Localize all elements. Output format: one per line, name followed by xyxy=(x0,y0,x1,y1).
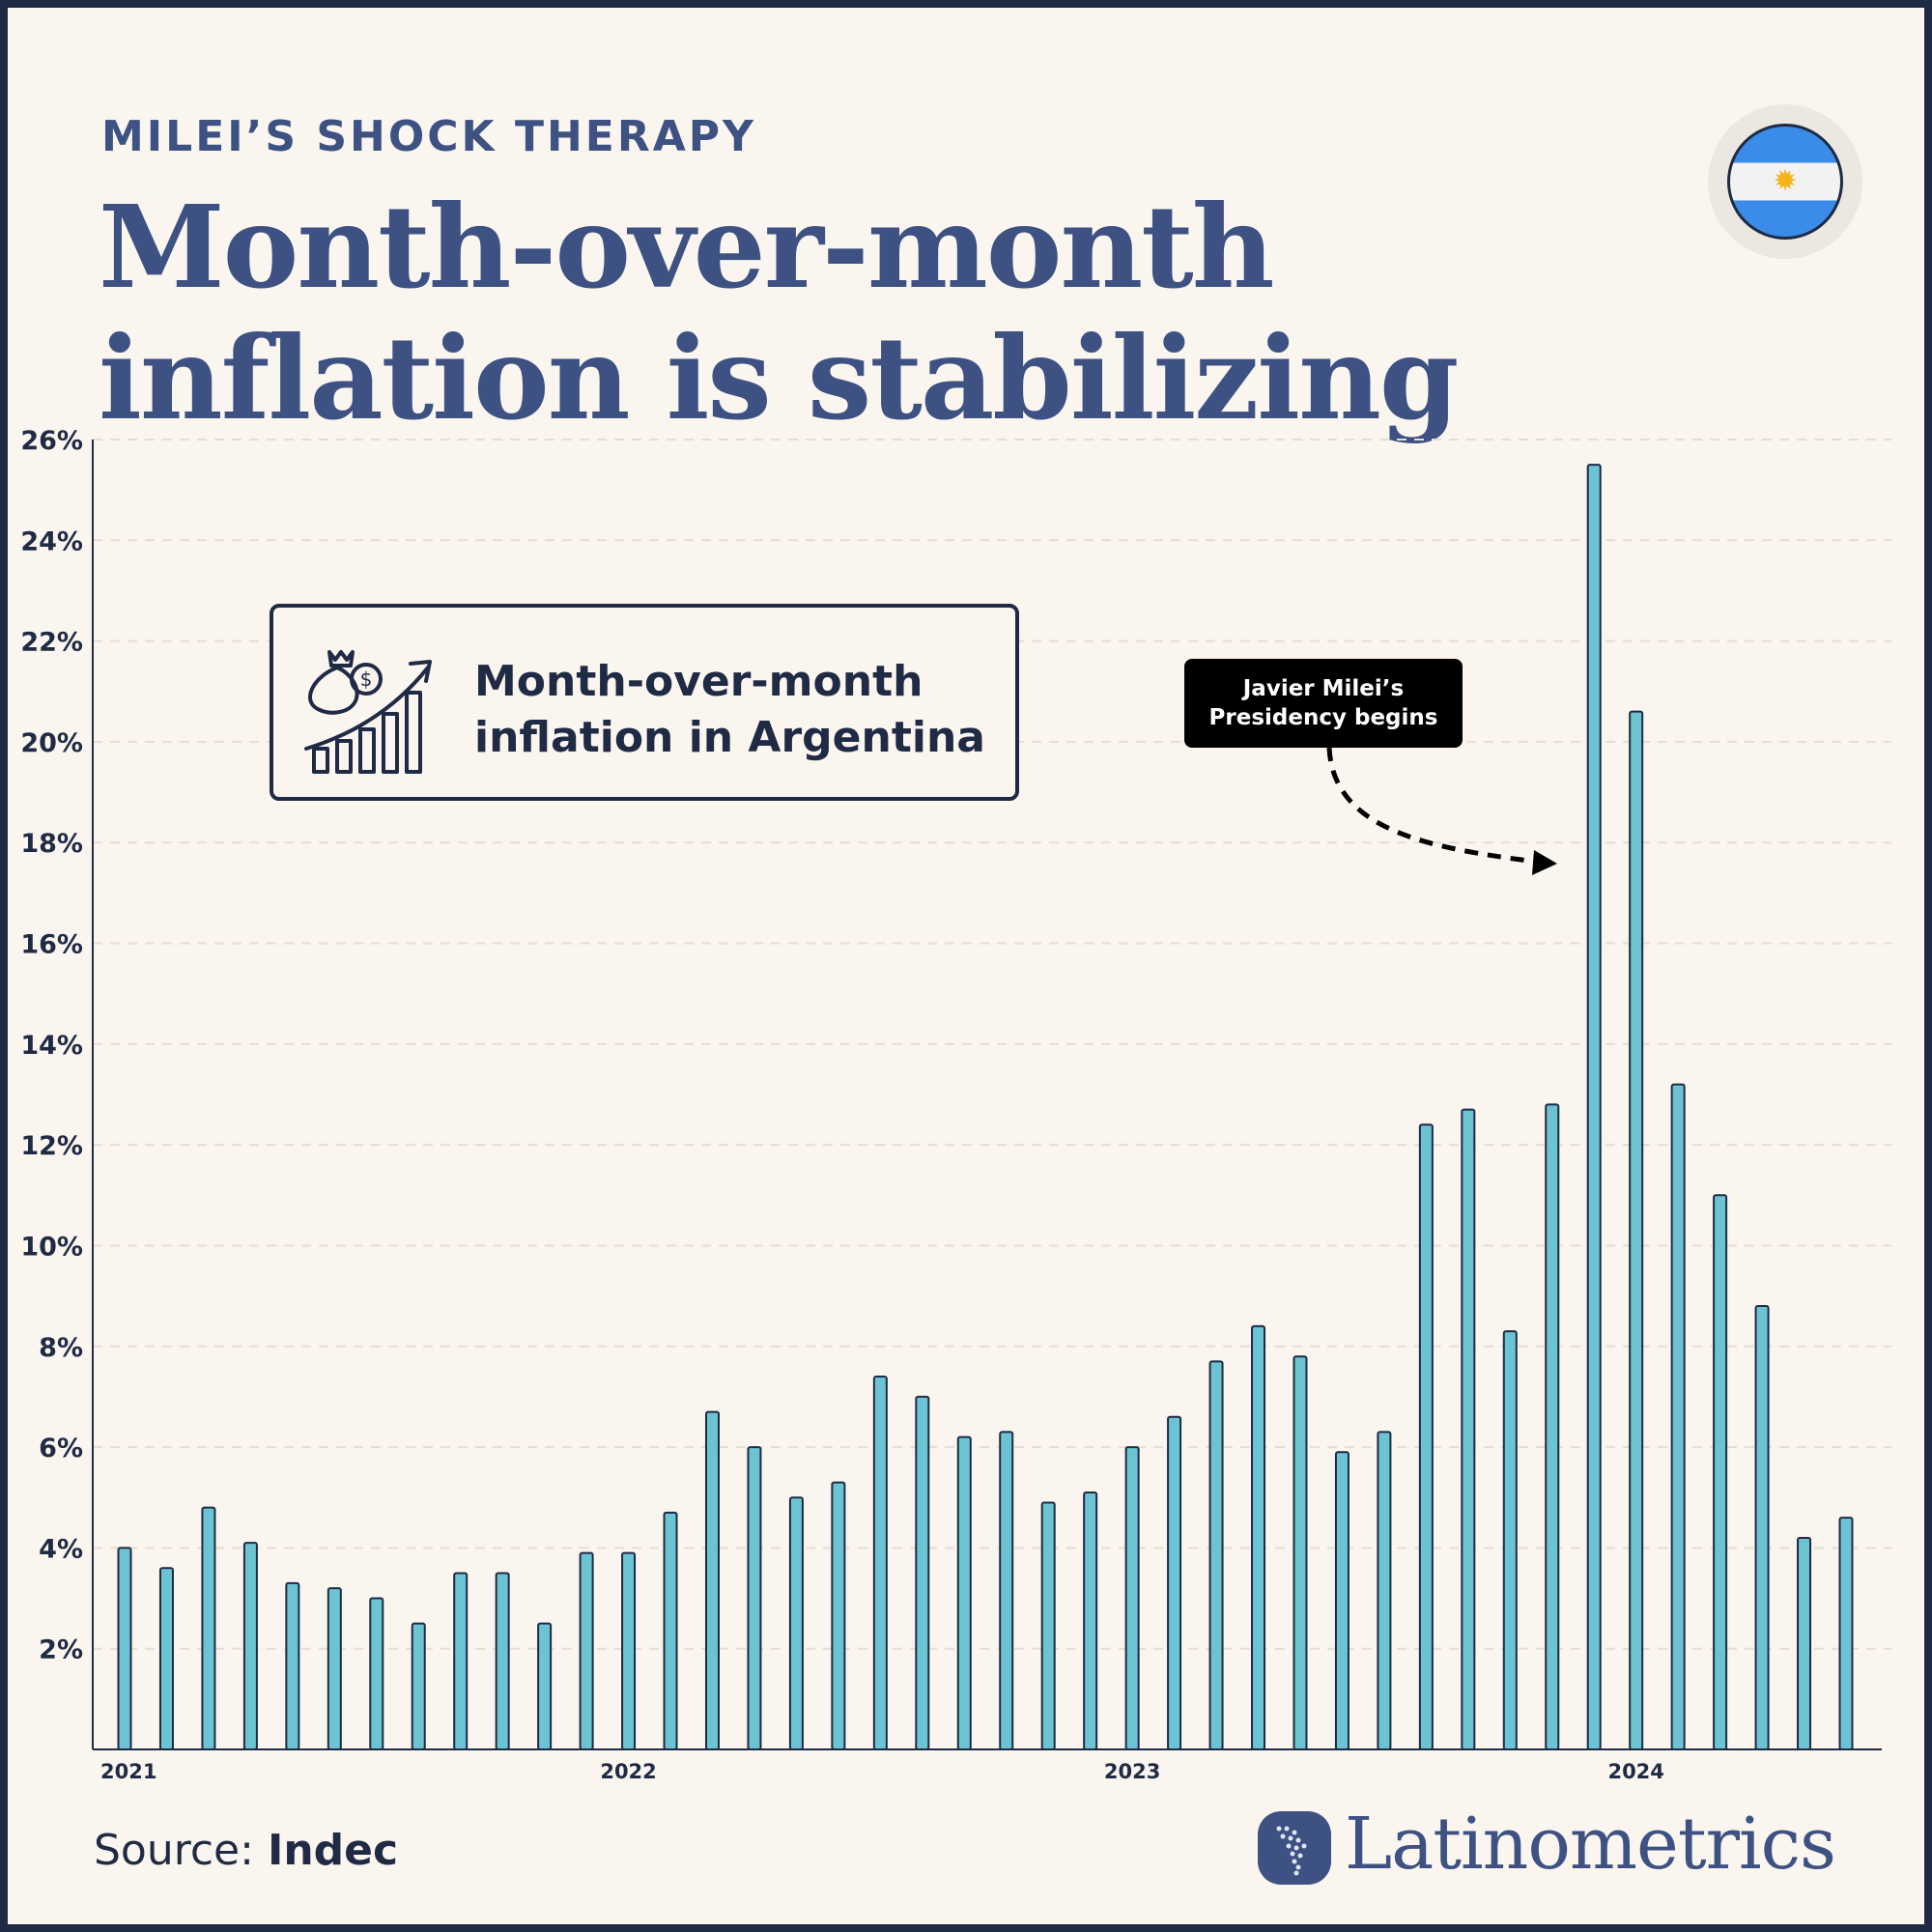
x-tick-label: 2021 xyxy=(100,1760,156,1783)
bar-2023-08 xyxy=(1418,1123,1434,1751)
bar-2021-01 xyxy=(117,1547,132,1751)
bar-2021-10 xyxy=(495,1572,510,1751)
bar-2024-03 xyxy=(1713,1194,1728,1751)
bar-2022-02 xyxy=(663,1511,678,1751)
y-axis-ticks: 2% 4% 6% 8% 10% 12% 14% 16% 18% 20% 22% 24% 26% xyxy=(20,426,83,1665)
annotation-callout: Javier Milei’s Presidency begins xyxy=(1184,659,1463,748)
x-tick-label: 2023 xyxy=(1104,1760,1160,1783)
y-tick-label: 16% xyxy=(20,930,83,960)
y-tick-label: 18% xyxy=(20,829,83,859)
bar-2021-05 xyxy=(285,1581,300,1751)
flag-circle: ✹ xyxy=(1727,124,1843,240)
bar-2022-07 xyxy=(872,1376,888,1750)
bar-2024-05 xyxy=(1797,1536,1812,1751)
legend-label: Month-over-month inflation in Argentina xyxy=(474,654,1006,766)
brand-logo-text: Latinometrics xyxy=(1345,1803,1836,1886)
bar-2022-05 xyxy=(788,1496,804,1750)
annotation-line-1: Javier Milei’s xyxy=(1242,676,1405,701)
latinometrics-logo-icon xyxy=(1258,1811,1331,1885)
y-tick-label: 24% xyxy=(20,526,83,556)
source-label: Source: xyxy=(94,1826,254,1875)
x-tick-label: 2024 xyxy=(1607,1760,1663,1783)
sun-icon: ✹ xyxy=(1773,164,1798,198)
bar-2023-06 xyxy=(1334,1451,1350,1751)
kicker: MILEI’S SHOCK THERAPY xyxy=(101,112,756,161)
y-tick-label: 26% xyxy=(20,426,83,456)
bar-2021-03 xyxy=(201,1506,216,1750)
bar-2023-04 xyxy=(1251,1324,1266,1751)
annotation-arrow xyxy=(1326,747,1557,875)
y-tick-label: 20% xyxy=(20,728,83,758)
argentina-flag-icon: ✹ xyxy=(1708,104,1862,259)
bar-2021-07 xyxy=(369,1597,384,1750)
bar-2023-02 xyxy=(1167,1415,1182,1751)
x-axis-ticks: 2021 2022 2023 2024 xyxy=(100,1760,1664,1783)
source-note: Source: Indec xyxy=(94,1826,398,1875)
bar-2022-04 xyxy=(747,1446,762,1750)
bar-2024-04 xyxy=(1754,1305,1770,1750)
bar-2023-07 xyxy=(1377,1431,1392,1751)
bar-2024-01 xyxy=(1629,710,1644,1751)
bar-2023-01 xyxy=(1124,1446,1140,1750)
bar-2023-12 xyxy=(1586,464,1602,1751)
bar-2022-10 xyxy=(999,1431,1014,1751)
page-title: Month-over-month inflation is stabilizin… xyxy=(99,182,1548,444)
y-tick-label: 4% xyxy=(39,1534,83,1564)
y-tick-label: 22% xyxy=(20,628,83,658)
y-tick-label: 6% xyxy=(39,1434,83,1463)
bar-2024-06 xyxy=(1838,1517,1854,1750)
bar-2021-06 xyxy=(327,1587,342,1750)
bars xyxy=(117,464,1854,1751)
bar-2022-08 xyxy=(915,1395,930,1751)
annotation-line-2: Presidency begins xyxy=(1208,705,1438,730)
y-tick-label: 2% xyxy=(39,1635,83,1665)
source-name: Indec xyxy=(267,1826,399,1875)
bar-2023-05 xyxy=(1293,1355,1308,1750)
y-tick-label: 8% xyxy=(39,1333,83,1363)
bar-2021-09 xyxy=(453,1572,469,1751)
bar-2021-08 xyxy=(411,1622,426,1750)
bar-2022-03 xyxy=(704,1410,720,1750)
bar-2021-12 xyxy=(579,1551,594,1750)
bar-2024-02 xyxy=(1670,1083,1686,1750)
bar-2021-04 xyxy=(242,1542,258,1750)
y-tick-label: 14% xyxy=(20,1031,83,1061)
legend-box: $ Month-over-month inflation in Argentin… xyxy=(270,604,1019,801)
y-tick-label: 12% xyxy=(20,1131,83,1161)
bar-2022-12 xyxy=(1083,1492,1098,1750)
title-line-1: Month-over-month xyxy=(99,180,1275,314)
bar-2022-09 xyxy=(956,1435,972,1750)
title-line-2: inflation is stabilizing xyxy=(99,311,1459,445)
bar-2022-06 xyxy=(831,1481,846,1750)
bar-2021-02 xyxy=(158,1567,174,1750)
legend-line-1: Month-over-month xyxy=(474,657,923,706)
legend-line-2: inflation in Argentina xyxy=(474,713,985,762)
bar-2021-11 xyxy=(537,1622,553,1750)
bar-2023-09 xyxy=(1461,1108,1476,1750)
bar-2022-01 xyxy=(621,1551,637,1750)
bar-2023-10 xyxy=(1502,1330,1518,1750)
svg-text:$: $ xyxy=(360,668,373,691)
money-growth-chart-icon: $ xyxy=(304,650,432,774)
bar-2022-11 xyxy=(1040,1501,1056,1751)
bar-2023-03 xyxy=(1208,1360,1224,1751)
x-tick-label: 2022 xyxy=(600,1760,656,1783)
y-tick-label: 10% xyxy=(20,1232,83,1262)
bar-2023-11 xyxy=(1545,1103,1560,1750)
